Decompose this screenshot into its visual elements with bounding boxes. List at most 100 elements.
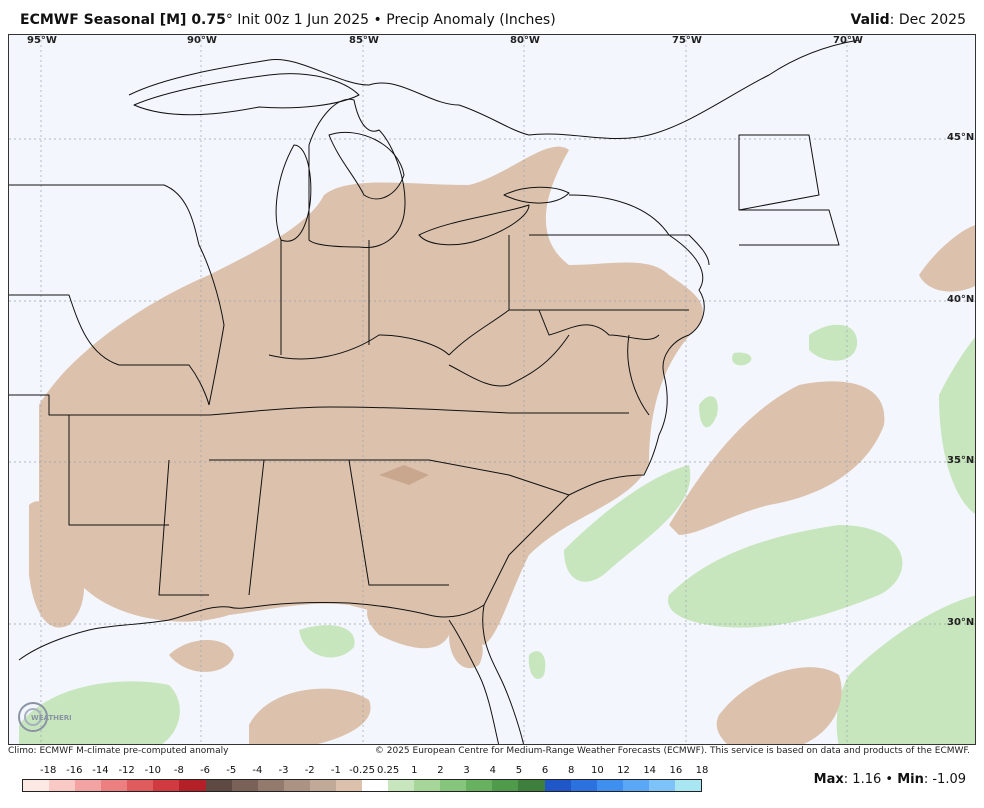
wet-area-gulf-west xyxy=(19,681,180,744)
weatherbell-logo: WEATHERBELL xyxy=(15,697,71,737)
state-line-9 xyxy=(348,459,449,586)
lon-label-80w: 80°W xyxy=(510,35,540,46)
legend-swatch xyxy=(153,780,180,791)
legend-tick-label: -10 xyxy=(144,765,161,776)
dry-area-atlantic xyxy=(669,381,885,535)
wet-area-gulf-central xyxy=(299,625,355,658)
map-header: ECMWF Seasonal [M] 0.75° Init 00z 1 Jun … xyxy=(0,0,984,34)
legend-tick-label: -3 xyxy=(278,765,289,776)
valid-value: : Dec 2025 xyxy=(889,12,966,28)
lon-label-75w: 75°W xyxy=(672,35,702,46)
state-line-6 xyxy=(209,459,570,496)
legend-tick-label: 18 xyxy=(695,765,709,776)
state-line-1 xyxy=(9,184,225,406)
legend-swatch xyxy=(101,780,128,791)
state-line-16 xyxy=(268,334,450,360)
legend-swatch xyxy=(648,780,675,791)
stats-separator: • xyxy=(881,772,898,787)
state-line-19 xyxy=(627,334,650,416)
map-title: ECMWF Seasonal [M] 0.75° Init 00z 1 Jun … xyxy=(20,12,556,28)
valid-date: Valid: Dec 2025 xyxy=(851,12,966,28)
wet-area-southeast xyxy=(836,595,975,744)
wet-anomaly-areas xyxy=(19,324,975,744)
legend-swatch xyxy=(75,780,102,791)
legend-swatch xyxy=(388,780,415,791)
legend-swatch xyxy=(466,780,493,791)
legend-tick-label: 16 xyxy=(669,765,683,776)
min-value: : -1.09 xyxy=(923,772,966,787)
title-separator: • xyxy=(369,12,387,28)
legend-swatch xyxy=(492,780,519,791)
graticule xyxy=(9,35,975,744)
legend-tick-label: 0.25 xyxy=(377,765,400,776)
legend-tick-label: 1 xyxy=(411,765,418,776)
lat-label-35n: 35°N xyxy=(947,455,975,466)
legend-tick-label: -18 xyxy=(39,765,57,776)
legend-tick-label: 4 xyxy=(489,765,496,776)
dry-area-gulf-west xyxy=(169,640,234,672)
legend-tick-label: 10 xyxy=(591,765,604,776)
wet-area-small-3 xyxy=(732,352,752,366)
legend-swatch xyxy=(440,780,467,791)
legend-tick-label: 14 xyxy=(643,765,657,776)
dry-area-south-atlantic xyxy=(716,667,842,744)
east-coast xyxy=(482,194,705,744)
legend-tick-label: 6 xyxy=(541,765,549,776)
map-panel: 95°W 90°W 85°W 80°W 75°W 70°W 45°N 40°N … xyxy=(8,34,976,745)
legend-swatch xyxy=(309,780,336,791)
florida-peninsula xyxy=(448,619,500,744)
legend-swatch xyxy=(414,780,441,791)
lower-michigan xyxy=(308,98,406,249)
legend-tick-label: -16 xyxy=(66,765,83,776)
state-line-18 xyxy=(538,309,660,340)
legend-swatch xyxy=(674,780,702,791)
lat-label-40n: 40°N xyxy=(947,294,975,305)
state-line-3 xyxy=(9,394,209,416)
lon-label-90w: 90°W xyxy=(187,35,217,46)
state-line-15 xyxy=(739,209,840,246)
legend-tick-label: -6 xyxy=(200,765,211,776)
legend-bar xyxy=(22,779,702,792)
lat-label-30n: 30°N xyxy=(947,617,975,628)
logo-swirl-icon: WEATHERBELL xyxy=(18,702,71,732)
canada-coast xyxy=(128,39,860,140)
valid-label: Valid xyxy=(850,12,890,28)
legend-swatch xyxy=(622,780,649,791)
anomaly-map xyxy=(9,35,975,744)
legend-tick-label: -5 xyxy=(226,765,237,776)
legend-swatch xyxy=(257,780,284,791)
legend-swatch xyxy=(335,780,363,791)
lake-huron xyxy=(328,131,405,200)
legend-swatch xyxy=(23,780,50,791)
legend-swatch xyxy=(127,780,154,791)
legend-tick-label: -12 xyxy=(118,765,135,776)
wet-area-small-2 xyxy=(699,396,718,428)
gulf-coast xyxy=(18,602,485,661)
lon-label-70w: 70°W xyxy=(833,35,863,46)
legend-tick-label: 8 xyxy=(568,765,575,776)
legend-swatch xyxy=(179,780,206,791)
state-line-7 xyxy=(248,459,265,596)
legend-tick-label: 12 xyxy=(617,765,630,776)
legend-tick-label: -0.25 xyxy=(349,765,375,776)
wet-area-ne-corner xyxy=(947,625,975,657)
legend-swatch xyxy=(49,780,76,791)
legend-swatch xyxy=(570,780,597,791)
state-line-14 xyxy=(738,134,820,211)
max-min-stats: Max: 1.16 • Min: -1.09 xyxy=(814,772,966,787)
wet-area-small-1 xyxy=(809,324,858,361)
state-line-2 xyxy=(9,294,210,406)
legend-tick-label: -1 xyxy=(330,765,341,776)
legend-tick-label: -14 xyxy=(92,765,109,776)
init-time: Init 00z 1 Jun 2025 xyxy=(232,12,370,28)
state-line-17 xyxy=(448,309,510,356)
lon-label-95w: 95°W xyxy=(27,35,57,46)
product-name: ECMWF Seasonal [M] 0.75 xyxy=(20,12,226,28)
dry-area-texas xyxy=(29,501,84,628)
dry-area-main xyxy=(39,146,703,645)
legend-swatch xyxy=(231,780,258,791)
max-value: : 1.16 xyxy=(843,772,882,787)
dry-area-gulf-south xyxy=(249,688,371,744)
lake-erie xyxy=(418,204,530,246)
climo-note: Climo: ECMWF M-climate pre-computed anom… xyxy=(8,746,229,756)
